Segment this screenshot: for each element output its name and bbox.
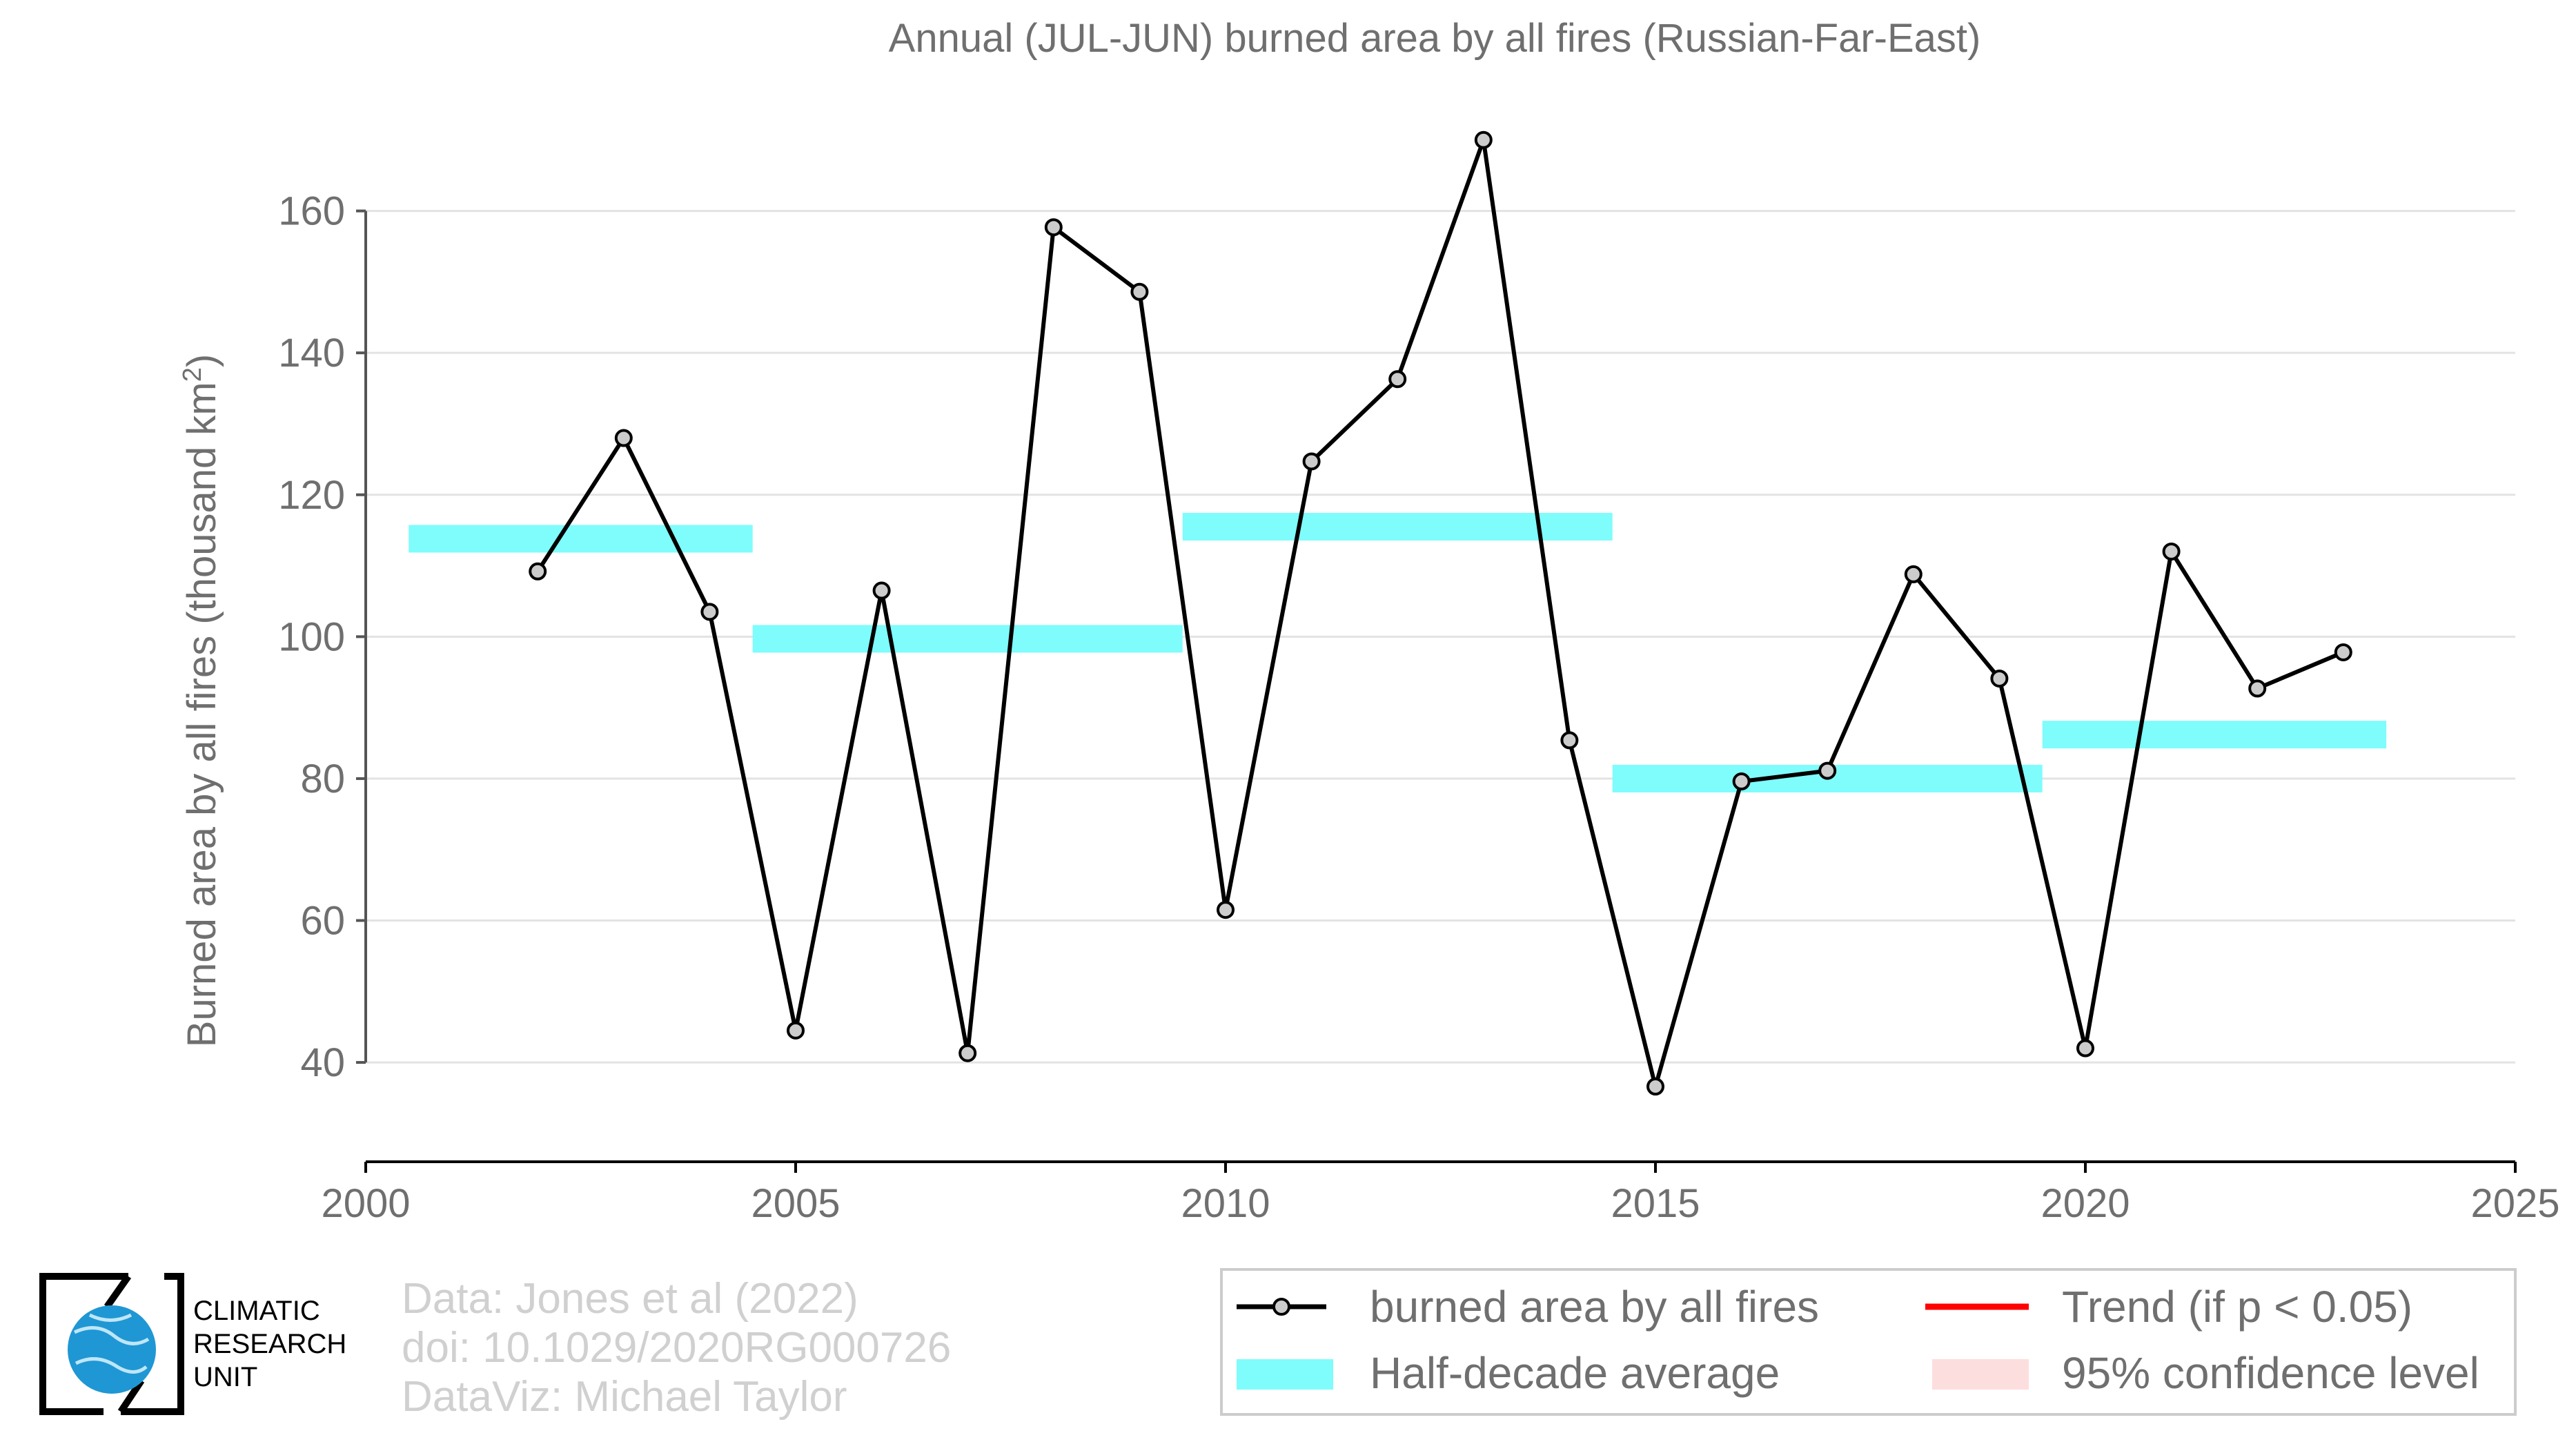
half-decade-averages: [409, 513, 2387, 792]
legend-label-confidence: 95% confidence level: [2062, 1348, 2479, 1398]
cru-logo: CLIMATIC RESEARCH UNIT: [39, 1273, 346, 1415]
credit-data: Data: Jones et al (2022): [402, 1275, 858, 1323]
x-tick-label-2000: 2000: [321, 1181, 410, 1226]
y-tick-label-160: 160: [278, 189, 345, 234]
half-decade-bar-5: [2042, 721, 2387, 749]
gridlines: [366, 210, 2515, 1064]
data-point-2008: [1044, 218, 1063, 237]
series-line-1: [535, 137, 2344, 1089]
y-tick-label-80: 80: [300, 757, 345, 801]
y-tick-label-120: 120: [278, 473, 345, 518]
y-axis-label-end: ): [179, 354, 224, 367]
logo-slash-bottom: [117, 1379, 145, 1414]
data-point-2014: [1560, 731, 1579, 750]
x-tick-label-2010: 2010: [1181, 1181, 1270, 1226]
data-point-2019: [1990, 669, 2009, 688]
half-decade-bar-3: [1182, 513, 1613, 541]
globe-swirl-3: [88, 1313, 132, 1322]
x-axis: [364, 1160, 2517, 1173]
legend: burned area by all fires Trend (if p < 0…: [1220, 1268, 2517, 1416]
y-tick-label-140: 140: [278, 331, 345, 376]
half-decade-bar-2: [752, 625, 1183, 653]
credit-doi: doi: 10.1029/2020RG000726: [402, 1324, 951, 1372]
data-point-2002: [529, 562, 547, 581]
x-tick-labels: 2000 2005 2010 2015 2020 2025: [321, 1181, 2559, 1226]
globe-swirl: [73, 1326, 150, 1345]
logo-bracket-right: [121, 1273, 184, 1415]
legend-marker-series: [1272, 1298, 1290, 1316]
legend-box: [1220, 1268, 2517, 1416]
y-axis-label-superscript: 2: [178, 367, 207, 382]
x-tick-label-2005: 2005: [751, 1181, 840, 1226]
data-point-2020: [2076, 1039, 2094, 1058]
data-point-2022: [2248, 679, 2267, 698]
data-point-2021: [2162, 542, 2181, 561]
data-point-2009: [1130, 282, 1149, 301]
y-tick-labels: 40 60 80 100 120 140 160: [278, 189, 367, 1085]
data-point-2023: [2334, 643, 2352, 661]
logo-line-2: RESEARCH: [193, 1329, 346, 1359]
globe-swirl-2: [75, 1357, 148, 1374]
logo-line-3: UNIT: [193, 1362, 257, 1392]
x-tick-label-2020: 2020: [2041, 1181, 2130, 1226]
legend-label-series: burned area by all fires: [1370, 1282, 1819, 1332]
data-point-2018: [1904, 565, 1923, 583]
legend-label-trend: Trend (if p < 0.05): [2062, 1282, 2412, 1332]
data-point-2006: [872, 581, 891, 600]
chart-title: Annual (JUL-JUN) burned area by all fire…: [889, 16, 1981, 61]
x-tick-label-2025: 2025: [2470, 1181, 2559, 1226]
series-points: [529, 130, 2352, 1096]
data-point-2005: [787, 1021, 805, 1040]
data-point-2016: [1732, 772, 1751, 791]
data-point-2017: [1818, 761, 1837, 780]
y-tick-label-60: 60: [300, 899, 345, 944]
data-point-2004: [700, 603, 719, 621]
legend-swatch-confidence: [1932, 1359, 2029, 1390]
y-axis-label-text: Burned area by all fires (thousand km: [179, 382, 224, 1047]
legend-label-half-decade: Half-decade average: [1370, 1348, 1780, 1398]
logo-bracket-left: [39, 1273, 128, 1415]
logo-slash-top: [104, 1274, 132, 1309]
data-point-2007: [958, 1044, 977, 1062]
logo-line-1: CLIMATIC: [193, 1296, 320, 1326]
series-lines: [535, 137, 2344, 1089]
data-point-2011: [1302, 452, 1321, 471]
y-tick-label-100: 100: [278, 614, 345, 659]
half-decade-bar-1: [409, 525, 753, 553]
credit-dataviz: DataViz: Michael Taylor: [402, 1373, 847, 1421]
data-point-2015: [1646, 1078, 1664, 1096]
data-point-2013: [1474, 130, 1493, 149]
data-point-2003: [614, 429, 633, 447]
y-axis-label: Burned area by all fires (thousand km2): [178, 354, 224, 1047]
legend-swatch-half-decade: [1237, 1359, 1333, 1390]
x-tick-label-2015: 2015: [1611, 1181, 1700, 1226]
y-tick-label-40: 40: [300, 1040, 345, 1085]
data-point-2010: [1217, 901, 1235, 919]
data-point-2012: [1388, 370, 1407, 389]
